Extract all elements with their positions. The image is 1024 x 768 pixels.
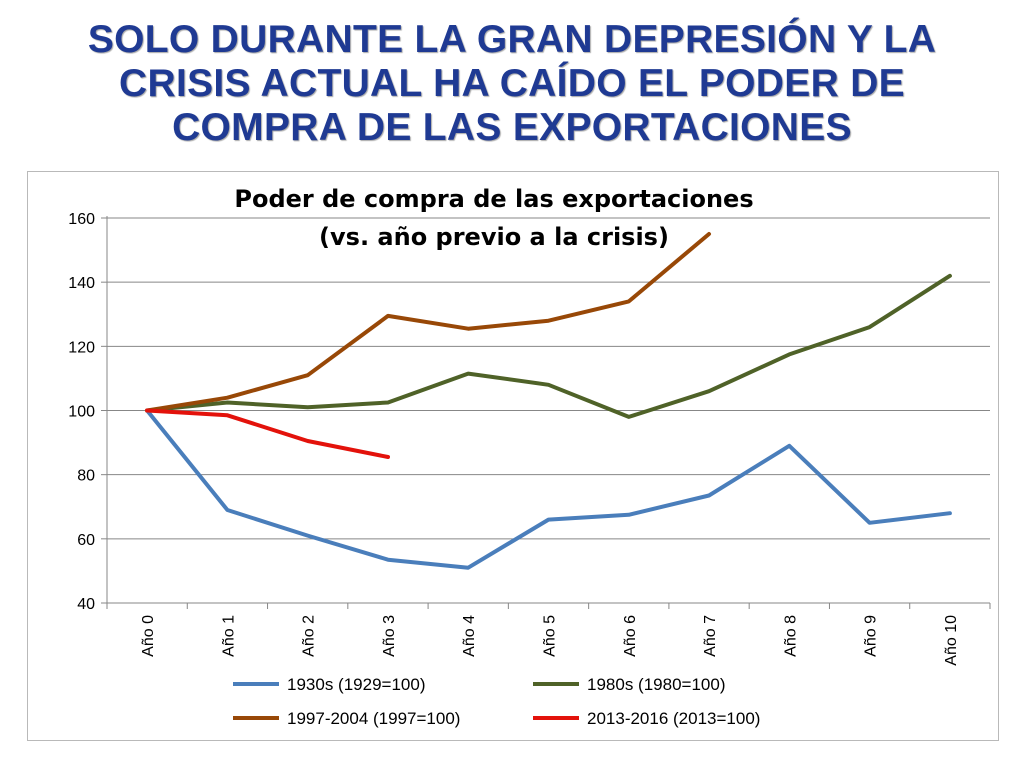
y-tick-label: 40 bbox=[77, 596, 95, 613]
x-tick-label: Año 2 bbox=[301, 615, 318, 657]
x-tick-label: Año 4 bbox=[461, 615, 478, 657]
x-tick-label: Año 6 bbox=[622, 615, 639, 657]
x-tick-label: Año 10 bbox=[943, 615, 960, 666]
legend-label-2: 1997-2004 (1997=100) bbox=[287, 709, 460, 728]
y-tick-label: 120 bbox=[68, 339, 95, 356]
legend-label-3: 2013-2016 (2013=100) bbox=[587, 709, 760, 728]
x-tick-label: Año 0 bbox=[140, 615, 157, 657]
legend: 1930s (1929=100) 1980s (1980=100) 1997-200… bbox=[233, 675, 760, 728]
x-tick-label: Año 1 bbox=[220, 615, 237, 657]
x-tick-label: Año 9 bbox=[863, 615, 880, 657]
series-line-2 bbox=[145, 232, 711, 413]
y-tick-label: 160 bbox=[68, 211, 95, 228]
chart-title-line-2: (vs. año previo a la crisis) bbox=[319, 223, 669, 251]
legend-label-0: 1930s (1929=100) bbox=[287, 675, 425, 694]
chart-frame: 40 60 80 100 120 140 160 Año 0 Año 1 Año 2 Año 3 Añ… bbox=[27, 171, 999, 741]
x-tick-label: Año 7 bbox=[702, 615, 719, 657]
slide-title-line-2: CRISIS ACTUAL HA CAÍDO EL PODER DE bbox=[119, 62, 905, 105]
series-lines bbox=[145, 232, 952, 570]
x-tick-label: Año 5 bbox=[542, 615, 559, 657]
y-tick-label: 80 bbox=[77, 468, 95, 485]
slide-title-line-1: SOLO DURANTE LA GRAN DEPRESIÓN Y LA bbox=[87, 18, 937, 61]
axes: 40 60 80 100 120 140 160 Año 0 Año 1 Año 2 Año 3 Añ… bbox=[68, 211, 991, 666]
legend-label-1: 1980s (1980=100) bbox=[587, 675, 725, 694]
slide-title: SOLO DURANTE LA GRAN DEPRESIÓN Y LA CRIS… bbox=[0, 18, 1024, 150]
series-line-3 bbox=[145, 408, 390, 459]
chart-title-line-1: Poder de compra de las exportaciones bbox=[234, 185, 753, 213]
slide-title-line-3: COMPRA DE LAS EXPORTACIONES bbox=[172, 106, 852, 149]
y-tick-label: 140 bbox=[68, 275, 95, 292]
line-chart: 40 60 80 100 120 140 160 Año 0 Año 1 Año 2 Año 3 Añ… bbox=[68, 185, 991, 728]
gridlines bbox=[107, 217, 990, 604]
y-tick-label: 100 bbox=[68, 404, 95, 421]
y-tick-label: 60 bbox=[77, 532, 95, 549]
series-line-0 bbox=[145, 408, 952, 570]
x-tick-label: Año 8 bbox=[782, 615, 799, 657]
series-line-1 bbox=[145, 273, 952, 419]
x-tick-label: Año 3 bbox=[381, 615, 398, 657]
